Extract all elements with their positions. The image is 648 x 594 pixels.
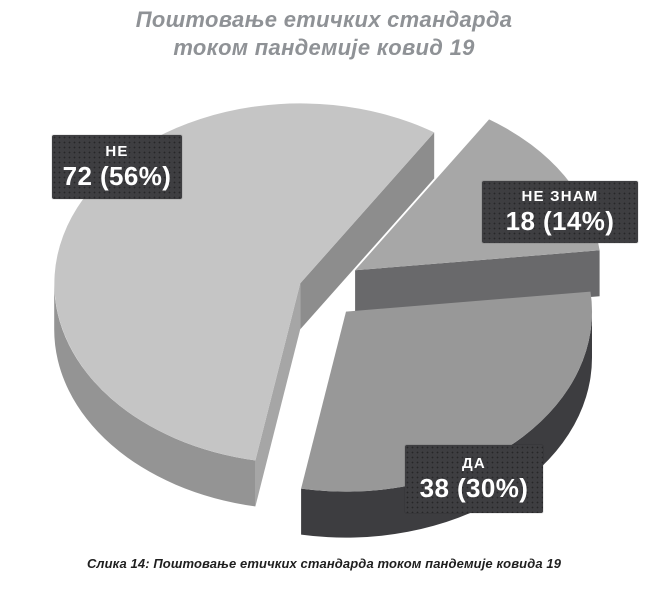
slice-label-da: ДА [462, 455, 486, 473]
pie-slice-да-top [301, 291, 593, 492]
slice-label-ne: НЕ [105, 143, 129, 161]
pie-slice-не-rim-wall [54, 283, 256, 507]
callout-da: ДА 38 (30%) [405, 445, 543, 513]
chart-title: Поштовање етичких стандарда током пандем… [0, 6, 648, 62]
chart-title-line2: током пандемије ковид 19 [173, 35, 475, 61]
figure-caption: Слика 14: Поштовање етичких стандарда то… [86, 556, 562, 571]
callout-ne-znam: НЕ ЗНАМ 18 (14%) [482, 181, 638, 243]
slice-label-ne-znam: НЕ ЗНАМ [521, 188, 599, 206]
slice-value-ne: 72 (56%) [62, 160, 172, 191]
pie-slice-не-cut-wall-start [255, 283, 301, 507]
callout-ne: НЕ 72 (56%) [52, 135, 182, 199]
slice-value-da: 38 (30%) [419, 472, 529, 503]
chart-title-line1: Поштовање етичких стандарда [135, 7, 513, 32]
pie-slice-не-cut-wall-end [300, 132, 435, 330]
slice-value-ne-znam: 18 (14%) [505, 205, 615, 236]
